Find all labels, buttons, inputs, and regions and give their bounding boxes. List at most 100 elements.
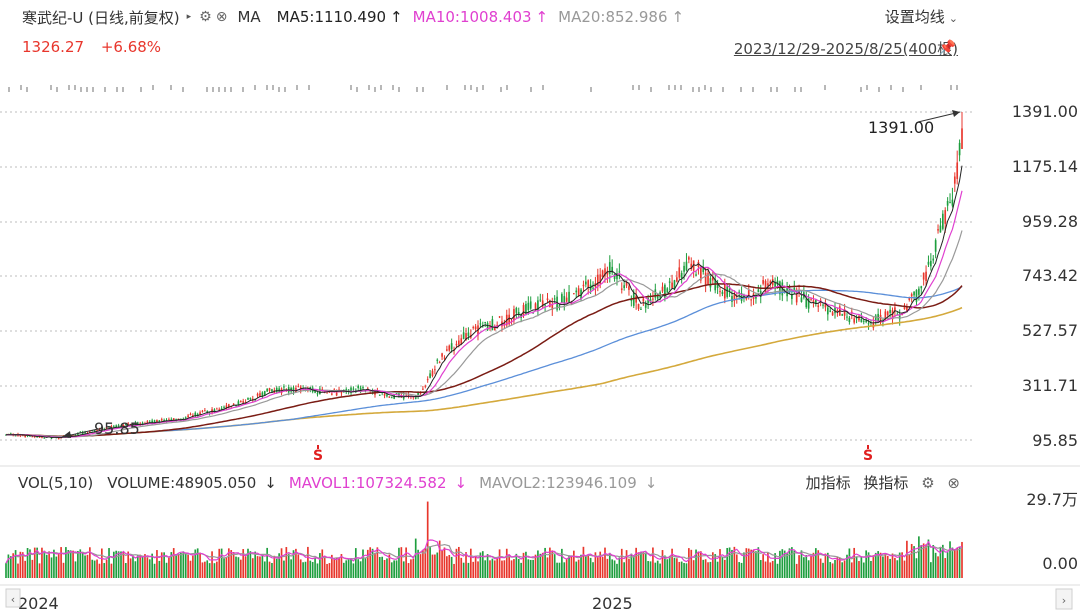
- candle-body: [793, 287, 796, 291]
- volume-bar: [745, 548, 748, 578]
- close-icon[interactable]: ⊗: [947, 474, 960, 492]
- price-tick: 527.57: [1022, 321, 1078, 340]
- volume-bar: [235, 556, 237, 578]
- volume-bar: [812, 552, 815, 578]
- scroll-right-button[interactable]: ›: [1055, 588, 1073, 610]
- volume-bar: [225, 557, 228, 578]
- volume-bar: [898, 552, 901, 578]
- volume-bar: [838, 557, 841, 578]
- volume-bar: [618, 557, 621, 578]
- volume-bar: [342, 562, 345, 578]
- volume-bar: [822, 562, 824, 578]
- add-indicator-button[interactable]: 加指标: [805, 474, 851, 492]
- volume-bar: [695, 549, 697, 578]
- moving-average-lines: [6, 165, 963, 439]
- volume-bar: [223, 558, 225, 578]
- candle-body: [592, 287, 594, 289]
- volume-bar: [201, 562, 204, 578]
- candle-body: [429, 373, 431, 378]
- volume-indicator-label[interactable]: VOL(5,10): [18, 474, 94, 492]
- event-marker: [902, 87, 904, 92]
- stock-title[interactable]: 寒武纪-U (日线,前复权): [22, 8, 180, 27]
- volume-bar: [498, 549, 501, 578]
- candle-body: [795, 293, 798, 303]
- candle-body: [213, 409, 216, 413]
- event-marker: [776, 87, 778, 92]
- candle-body: [249, 398, 252, 400]
- volume-bar: [652, 547, 654, 578]
- volume-bar: [493, 560, 496, 578]
- volume-bar: [302, 562, 304, 578]
- volume-bar: [242, 549, 245, 578]
- volume-bar: [374, 552, 376, 578]
- candle-body: [628, 286, 630, 290]
- candle-body: [918, 288, 920, 295]
- candle-body: [707, 273, 709, 284]
- switch-indicator-button[interactable]: 换指标: [863, 474, 909, 492]
- volume-bar: [376, 547, 379, 578]
- candle-body: [623, 285, 626, 289]
- volume-bar: [323, 556, 326, 578]
- candle-body: [266, 388, 268, 392]
- volume-bar: [132, 555, 134, 578]
- volume-bar: [292, 550, 295, 578]
- candle-body: [93, 429, 96, 432]
- candle-body: [134, 422, 137, 425]
- candle-body: [156, 419, 158, 423]
- volume-bar: [153, 563, 156, 578]
- candle-body: [43, 437, 46, 439]
- volume-bar: [711, 552, 714, 578]
- volume-bar: [431, 554, 434, 578]
- time-axis: 2024 2025: [18, 594, 633, 613]
- volume-bar: [549, 547, 551, 578]
- event-marker: [224, 87, 226, 92]
- volume-bar: [640, 551, 642, 578]
- candle-body: [517, 312, 520, 315]
- volume-bar: [220, 548, 223, 578]
- pin-icon[interactable]: 📌: [938, 40, 956, 56]
- candle-body: [668, 281, 671, 283]
- volume-bar: [788, 548, 791, 578]
- volume-bar: [5, 563, 7, 578]
- candle-body: [316, 393, 319, 395]
- candle-body: [362, 387, 364, 389]
- candle-body: [558, 305, 561, 308]
- candle-body: [549, 300, 551, 307]
- expand-triangle-icon[interactable]: ▸: [186, 12, 192, 22]
- volume-bar: [568, 555, 570, 578]
- ma-settings-button[interactable]: 设置均线 ⌄: [885, 6, 958, 27]
- scroll-left-button[interactable]: ‹: [5, 588, 21, 608]
- volume-tick: 0.00: [1042, 554, 1078, 573]
- time-label: 2025: [592, 594, 633, 613]
- volume-bar: [920, 544, 923, 578]
- volume-bar: [829, 562, 832, 578]
- gear-icon[interactable]: ⚙: [921, 474, 935, 492]
- volume-bar: [165, 562, 168, 578]
- candle-body: [335, 391, 338, 396]
- volume-bar: [810, 556, 812, 578]
- candle-body: [225, 405, 228, 409]
- volume-bar: [803, 557, 805, 578]
- candle-body: [805, 298, 808, 308]
- volume-value: VOLUME:48905.050: [107, 474, 257, 492]
- gear-icon[interactable]: ⚙: [199, 9, 212, 25]
- chart-header: 寒武纪-U (日线,前复权) ▸ ⚙ ⊗ MA MA5:1110.490 ↑ M…: [0, 4, 1080, 30]
- candle-body: [874, 315, 877, 321]
- volume-bar: [184, 552, 187, 578]
- volume-bar: [283, 560, 285, 578]
- mavol2-value: MAVOL2:123946.109: [479, 474, 637, 492]
- volume-bar: [513, 559, 515, 578]
- volume-bar: [901, 552, 903, 578]
- close-icon[interactable]: ⊗: [215, 9, 228, 25]
- date-range[interactable]: 2023/12/29-2025/8/25(400根): [733, 40, 958, 58]
- s-marker[interactable]: S: [863, 445, 873, 464]
- candle-body: [84, 431, 86, 433]
- volume-bar: [141, 556, 144, 578]
- volume-bar: [208, 563, 211, 578]
- candle-body: [889, 309, 891, 313]
- volume-bar: [395, 560, 398, 578]
- candle-body: [688, 257, 690, 260]
- s-marker[interactable]: S: [313, 445, 323, 464]
- event-marker: [296, 85, 298, 90]
